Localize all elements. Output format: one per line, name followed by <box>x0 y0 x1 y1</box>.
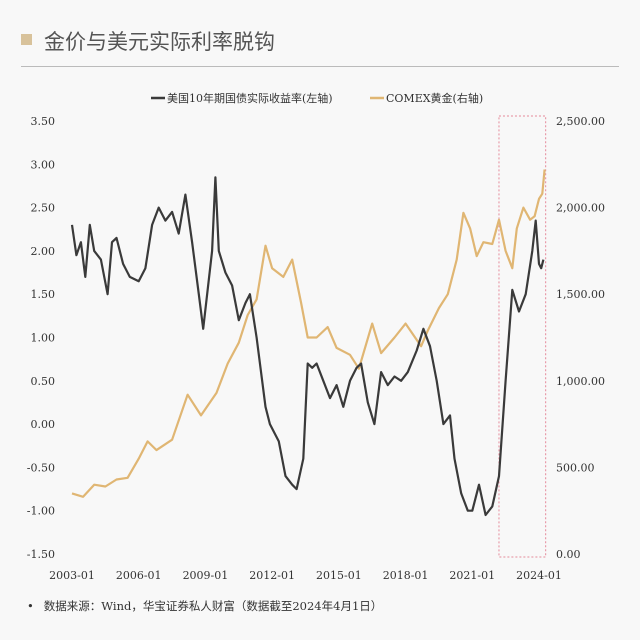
left-axis-tick: 1.00 <box>31 332 56 345</box>
source-note: • 数据来源：Wind，华宝证券私人财富（数据截至2024年4月1日） <box>27 598 382 614</box>
left-axis-tick: 3.50 <box>31 115 56 128</box>
x-axis-tick: 2024-01 <box>516 569 562 582</box>
right-axis-tick: 2,000.00 <box>556 202 605 215</box>
left-axis-tick: -0.50 <box>27 461 55 474</box>
x-axis-tick: 2021-01 <box>449 569 495 582</box>
legend-label-gold: COMEX黄金(右轴) <box>386 91 483 105</box>
x-axis-tick: 2003-01 <box>49 569 95 582</box>
right-axis-tick: 1,500.00 <box>556 288 605 301</box>
left-axis-tick: 0.50 <box>31 375 56 388</box>
x-axis-tick: 2015-01 <box>316 569 362 582</box>
left-axis-tick: -1.50 <box>27 548 55 561</box>
left-axis-tick: 1.50 <box>31 288 56 301</box>
x-axis-tick: 2009-01 <box>183 569 229 582</box>
right-axis-tick: 500.00 <box>556 461 595 474</box>
series-line-gold <box>71 169 546 498</box>
title-marker <box>21 34 32 45</box>
legend: 美国10年期国债实际收益率(左轴) COMEX黄金(右轴) <box>151 91 483 105</box>
legend-label-real-rate: 美国10年期国债实际收益率(左轴) <box>167 91 333 105</box>
x-axis-tick: 2012-01 <box>249 569 295 582</box>
left-axis-tick: 3.00 <box>31 158 56 171</box>
x-axis-tick: 2006-01 <box>116 569 162 582</box>
source-text: 数据来源：Wind，华宝证券私人财富（数据截至2024年4月1日） <box>43 599 383 613</box>
right-axis-tick: 1,000.00 <box>556 375 605 388</box>
left-axis-tick: 0.00 <box>31 418 56 431</box>
bullet: • <box>27 599 34 613</box>
highlight-box <box>498 115 547 558</box>
page-title: 金价与美元实际利率脱钩 <box>44 30 275 54</box>
title-divider <box>21 66 619 67</box>
right-axis-tick: 2,500.00 <box>556 115 605 128</box>
series-line-real-rate <box>70 176 545 517</box>
left-axis-tick: -1.00 <box>27 505 55 518</box>
x-axis-tick: 2018-01 <box>383 569 429 582</box>
left-axis-tick: 2.00 <box>31 245 56 258</box>
left-axis-tick: 2.50 <box>31 202 56 215</box>
right-axis-tick: 0.00 <box>556 548 581 561</box>
